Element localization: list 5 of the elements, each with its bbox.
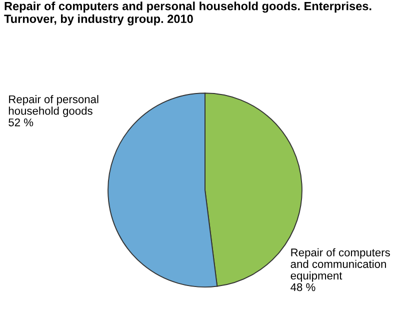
chart-title: Repair of computers and personal household goods. Enterprises. Turnover, by industry group. 2010	[4, 2, 372, 26]
data-label: 48 %	[290, 283, 316, 292]
slice-label: Repair of personal household goods	[8, 95, 98, 117]
slice-label: Repair of computers and communication equipment	[290, 248, 390, 282]
data-label: 52 %	[8, 118, 34, 126]
